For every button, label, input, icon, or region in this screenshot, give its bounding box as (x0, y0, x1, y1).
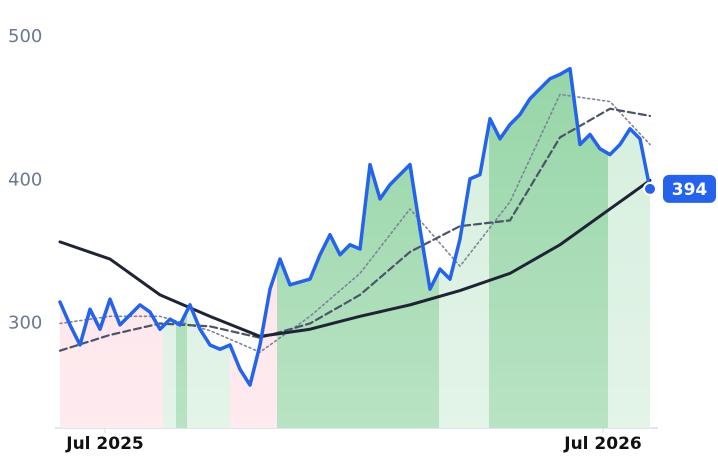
y-tick-label: 400 (8, 169, 42, 190)
y-tick-label: 500 (8, 26, 42, 47)
line-series (58, 178, 652, 338)
line-series (59, 93, 651, 353)
region-fade (60, 30, 652, 428)
x-tick-label: Jul 2026 (563, 434, 642, 454)
y-tick-label: 300 (8, 312, 42, 333)
last-value-label: 394 (672, 180, 708, 200)
last-value-badge (663, 174, 716, 203)
x-tick-label: Jul 2025 (65, 434, 144, 454)
line-series (58, 66, 652, 387)
last-point (643, 181, 657, 196)
line-series (58, 107, 652, 352)
